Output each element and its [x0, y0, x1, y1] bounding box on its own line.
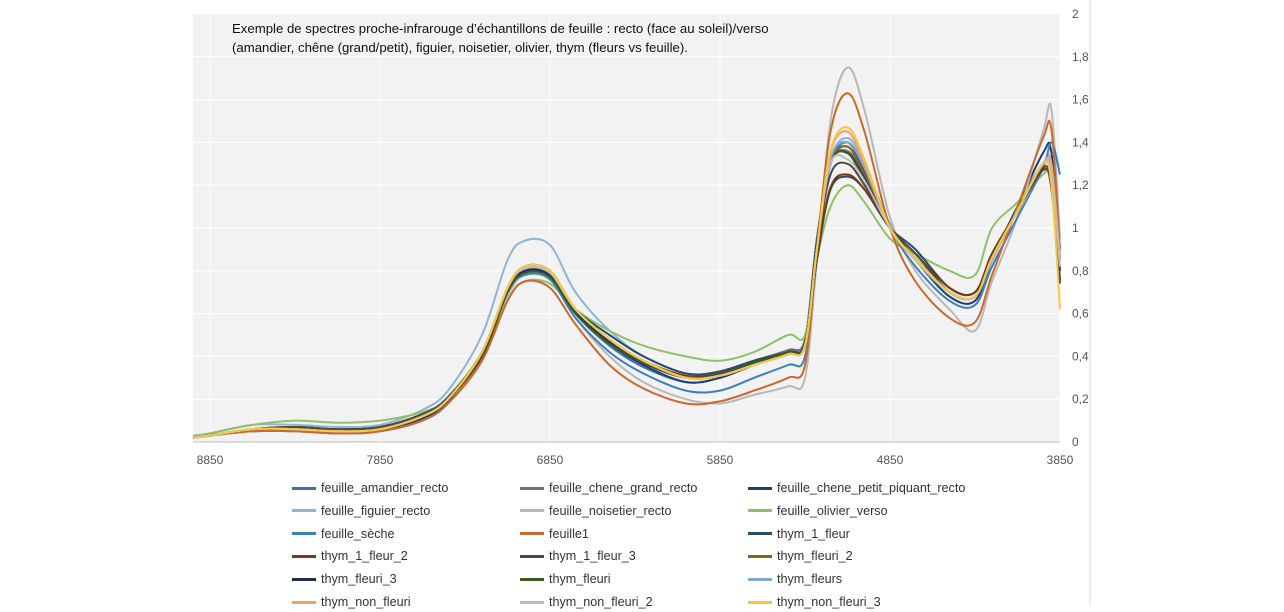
legend-item: thym_fleuri_3: [292, 569, 397, 589]
x-tick-label: 6850: [537, 453, 564, 467]
y-tick-label: 1: [1072, 221, 1079, 235]
series-line-feuille-olivier-verso: [192, 166, 1061, 439]
legend-item: thym_non_fleuri_2: [520, 592, 653, 612]
legend-swatch: [292, 600, 316, 604]
chart-title: Exemple de spectres proche-infrarouge d’…: [232, 19, 820, 57]
chart-title-line-1: Exemple de spectres proche-infrarouge d’…: [232, 21, 769, 36]
legend-swatch: [520, 554, 544, 558]
legend-swatch: [292, 509, 316, 513]
legend-label: thym_fleuri: [549, 572, 611, 587]
legend-swatch: [748, 577, 772, 581]
legend-item: feuille_chene_grand_recto: [520, 478, 697, 498]
legend-swatch: [520, 577, 544, 581]
legend-item: feuille1: [520, 524, 589, 544]
legend-label: feuille_chene_grand_recto: [549, 481, 698, 495]
legend-item: thym_1_fleur_2: [292, 546, 408, 566]
legend-swatch: [292, 486, 316, 490]
legend-label: thym_fleuri_2: [777, 549, 853, 564]
series-layer: [192, 66, 1061, 439]
y-tick-label: 0: [1072, 435, 1079, 449]
legend-swatch: [748, 486, 772, 490]
legend-item: thym_1_fleur: [748, 524, 850, 544]
legend-label: feuille_amandier_recto: [321, 481, 449, 495]
legend-label: thym_1_fleur_2: [321, 549, 408, 564]
legend-item: feuille_chene_petit_piquant_recto: [748, 478, 965, 498]
legend-label: thym_non_fleuri: [321, 595, 411, 609]
legend-item: feuille_olivier_verso: [748, 501, 888, 521]
legend-label: thym_1_fleur_3: [549, 549, 636, 564]
legend-swatch: [520, 486, 544, 490]
x-tick-label: 7850: [367, 453, 394, 467]
legend-swatch: [520, 509, 544, 513]
legend-swatch: [748, 554, 772, 558]
y-tick-label: 1,8: [1072, 50, 1089, 64]
legend-label: feuille_sèche: [321, 526, 395, 541]
y-tick-label: 1,6: [1072, 93, 1089, 107]
legend-swatch: [520, 600, 544, 604]
y-tick-label: 0,4: [1072, 349, 1089, 363]
legend-swatch: [748, 509, 772, 513]
x-tick-label: 3850: [1047, 453, 1074, 467]
legend-swatch: [748, 600, 772, 604]
legend-label: thym_1_fleur: [777, 526, 850, 541]
legend-item: thym_non_fleuri: [292, 592, 411, 612]
legend-label: feuille1: [549, 526, 589, 541]
y-tick-label: 2: [1072, 7, 1079, 21]
legend-label: thym_non_fleuri_2: [549, 595, 653, 609]
chart-title-line-2: (amandier, chêne (grand/petit), figuier,…: [232, 40, 688, 55]
series-line-thym-non-fleuri-3: [192, 126, 1061, 439]
legend-swatch: [292, 554, 316, 558]
series-line-feuille1: [192, 92, 1061, 439]
legend-item: thym_1_fleur_3: [520, 546, 636, 566]
legend-swatch: [520, 532, 544, 536]
legend-label: feuille_noisetier_recto: [549, 503, 672, 518]
x-tick-label: 5850: [707, 453, 734, 467]
legend-item: thym_non_fleuri_3: [748, 592, 881, 612]
y-tick-label: 1,2: [1072, 178, 1089, 192]
legend-item: thym_fleuri_2: [748, 546, 853, 566]
legend-item: feuille_figuier_recto: [292, 501, 430, 521]
legend-item: feuille_sèche: [292, 524, 395, 544]
legend-item: thym_fleurs: [748, 569, 842, 589]
legend-label: feuille_figuier_recto: [321, 503, 431, 518]
y-tick-label: 0,2: [1072, 392, 1089, 406]
legend-label: feuille_olivier_verso: [777, 503, 888, 518]
series-line-feuille-chene-petit-piquant-recto: [192, 140, 1061, 439]
legend-swatch: [748, 532, 772, 536]
legend-label: thym_fleuri_3: [321, 572, 397, 587]
y-tick-label: 0,6: [1072, 307, 1089, 321]
legend-label: feuille_chene_petit_piquant_recto: [777, 481, 966, 495]
x-tick-label: 4850: [877, 453, 904, 467]
x-tick-label: 8850: [197, 453, 224, 467]
legend-item: feuille_amandier_recto: [292, 478, 448, 498]
y-tick-label: 0,8: [1072, 264, 1089, 278]
legend-label: thym_fleurs: [777, 572, 843, 587]
legend-item: feuille_noisetier_recto: [520, 501, 672, 521]
y-tick-label: 1,4: [1072, 135, 1089, 149]
legend-swatch: [292, 532, 316, 536]
legend-item: thym_fleuri: [520, 569, 611, 589]
legend-swatch: [292, 577, 316, 581]
legend-label: thym_non_fleuri_3: [777, 595, 881, 609]
axis-labels: 0 0,2 0,4 0,6 0,8 1 1,2 1,4 1,6 1,8 2 8850 7850 6850 5…: [193, 7, 1089, 467]
